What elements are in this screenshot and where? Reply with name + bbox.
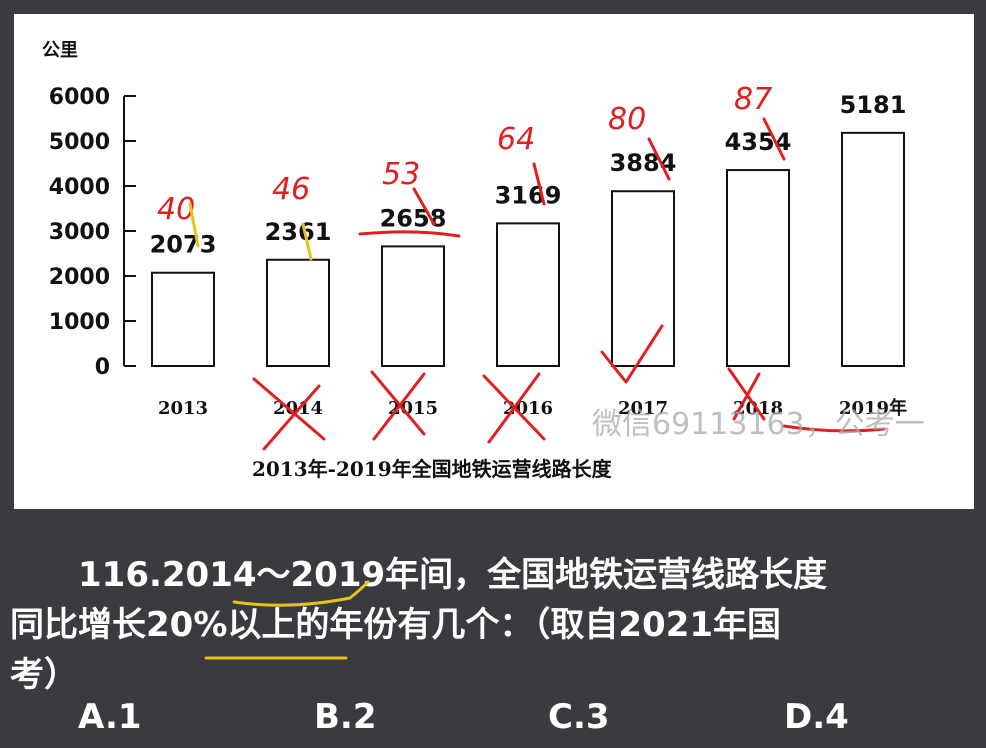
checkmark-stroke (532, 162, 546, 206)
watermark-text: 微信69113163，公考一 (592, 407, 925, 442)
handwritten-number: 80 (608, 102, 646, 137)
question-text: 116.2014～2019年间，全国地铁运营线路长度 同比增长20%以上的年份有… (0, 550, 986, 700)
handwritten-number: 46 (272, 172, 310, 207)
option-b[interactable]: B.2 (314, 697, 377, 737)
y-tick-label: 3000 (49, 220, 110, 245)
cross-mark-icon (252, 377, 326, 451)
y-tick-label: 0 (95, 355, 110, 380)
data-label: 2073 (150, 231, 217, 259)
bar (151, 271, 215, 367)
question-line: 考） (10, 655, 78, 695)
checkmark-stroke (647, 137, 671, 181)
y-axis-unit-label: 公里 (42, 40, 78, 61)
data-label: 5181 (840, 91, 907, 119)
y-tick-label: 4000 (49, 175, 110, 200)
chart-panel: 公里 0 1000 2000 3000 4000 5000 6000 2073 2361 265… (14, 14, 974, 509)
underline-stroke (782, 424, 886, 433)
data-label: 2658 (380, 204, 447, 232)
bar (611, 190, 675, 367)
underline-stroke (358, 230, 461, 238)
handwritten-number: 87 (734, 82, 772, 117)
question-line: 116.2014～2019年间，全国地铁运营线路长度 (78, 555, 828, 595)
bar (496, 222, 560, 367)
option-a[interactable]: A.1 (78, 697, 142, 737)
data-label: 3169 (495, 181, 562, 209)
bar (841, 131, 905, 368)
cross-mark-icon (370, 370, 426, 441)
highlight-stroke (301, 222, 313, 261)
option-d[interactable]: D.4 (784, 697, 849, 737)
question-line: 同比增长20%以上的年份有几个：（取自2021年国 (10, 605, 782, 645)
y-tick-label: 1000 (49, 310, 110, 335)
bar (381, 245, 445, 367)
y-tick-label: 2000 (49, 265, 110, 290)
cross-mark-icon (482, 372, 546, 444)
highlight-stroke (188, 202, 200, 248)
handwritten-number: 64 (497, 122, 535, 157)
chart-title: 2013年-2019年全国地铁运营线路长度 (252, 457, 613, 481)
y-tick-label: 5000 (49, 130, 110, 155)
checkmark-stroke (762, 117, 786, 161)
checkmark-stroke (412, 187, 436, 226)
data-label: 2361 (265, 218, 332, 246)
bar-chart: 公里 0 1000 2000 3000 4000 5000 6000 2073 2361 265… (42, 40, 925, 481)
handwritten-number: 40 (157, 192, 195, 227)
y-axis: 0 1000 2000 3000 4000 5000 6000 (49, 85, 136, 380)
x-tick-label: 2013 (158, 398, 208, 419)
handwritten-annotations: 40 46 53 64 80 87 (157, 82, 886, 451)
bar (266, 258, 330, 368)
check-mark-icon (600, 324, 664, 384)
answer-options: A.1 B.2 C.3 D.4 (0, 697, 986, 743)
option-c[interactable]: C.3 (548, 697, 610, 737)
cross-mark-icon (727, 367, 766, 421)
x-tick-label: 2019年 (839, 397, 907, 419)
x-tick-label: 2016 (503, 398, 553, 419)
y-tick-label: 6000 (49, 85, 110, 110)
x-tick-label: 2017 (618, 398, 668, 419)
handwritten-number: 53 (382, 157, 420, 192)
bar (726, 169, 790, 367)
